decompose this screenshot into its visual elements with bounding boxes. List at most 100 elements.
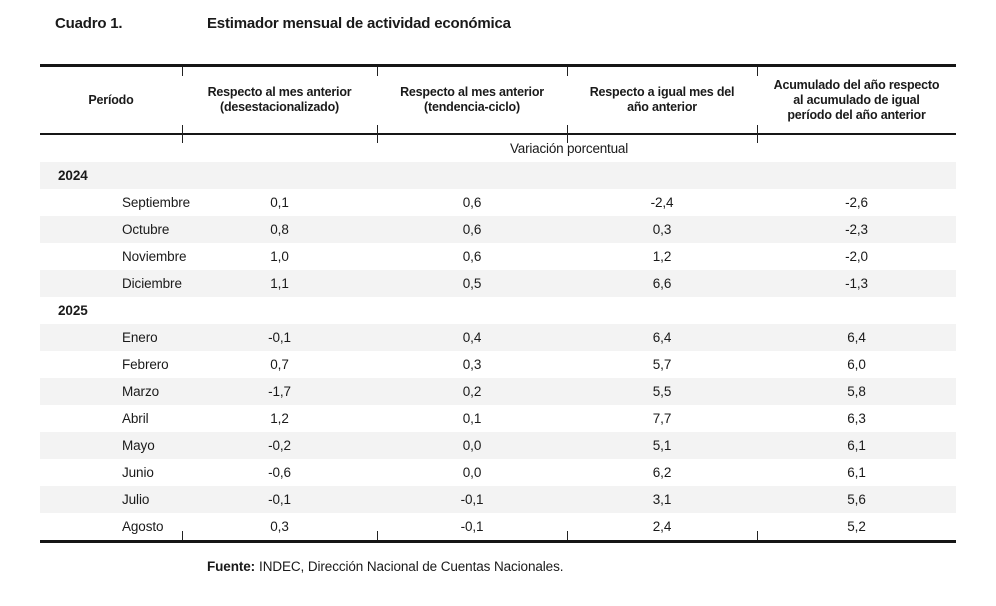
table-top-rule [40,64,956,67]
cell-value: -1,3 [845,276,868,291]
table-row: Septiembre 0,1 0,6 -2,4 -2,6 [40,189,956,216]
cell-value: -0,1 [460,492,484,507]
source-label: Fuente: [207,559,256,574]
table-body: 2024 Septiembre 0,1 0,6 -2,4 -2,6 Octubr… [40,162,956,540]
cell-value: 1,2 [270,411,289,426]
cell-value: -2,0 [845,249,868,264]
cell-value: 0,3 [652,222,672,237]
table-row: Marzo -1,7 0,2 5,5 5,8 [40,378,956,405]
column-header-acumulado: Acumulado del año respecto al acumulado … [757,67,956,133]
activity-table: Período Respecto al mes anterior (desest… [40,64,956,543]
column-header-periodo: Período [40,67,182,133]
column-separator-tick [377,125,378,143]
column-header-line: (desestacionalizado) [220,100,339,114]
column-header-line: año anterior [627,100,697,114]
period-label: Diciembre [122,276,182,291]
table-number: Cuadro 1. [55,15,123,32]
cell-value: 0,3 [270,519,289,534]
cell-value: 3,1 [652,492,672,507]
column-separator-tick [757,531,758,540]
period-label: Noviembre [122,249,187,264]
cell-value: 5,2 [847,519,866,534]
period-label: 2024 [58,168,88,183]
column-header-line: al acumulado de igual [793,92,920,107]
cell-value: -1,7 [268,384,291,399]
period-label: Julio [122,492,150,507]
table-row: Junio -0,6 0,0 6,2 6,1 [40,459,956,486]
period-label: 2025 [58,303,88,318]
column-separator-tick [377,67,378,76]
cell-value: 0,6 [462,195,482,210]
period-label: Mayo [122,438,155,453]
table-row: 2024 [40,162,956,189]
table-row: Julio -0,1 -0,1 3,1 5,6 [40,486,956,513]
cell-value: 6,1 [847,465,866,480]
cell-value: 5,6 [847,492,866,507]
column-header-line: Acumulado del año respecto [773,77,940,92]
header-bottom-rule [40,133,956,135]
period-label: Septiembre [122,195,191,210]
cell-value: 5,7 [652,357,672,372]
cell-value: 2,4 [652,519,672,534]
cell-value: -0,1 [268,330,291,345]
table-row: Mayo -0,2 0,0 5,1 6,1 [40,432,956,459]
table-row: Octubre 0,8 0,6 0,3 -2,3 [40,216,956,243]
column-separator-tick [567,531,568,540]
period-label: Agosto [122,519,164,534]
cell-value: 6,0 [847,357,866,372]
column-header-mes-anterior-tendencia: Respecto al mes anterior (tendencia-cicl… [377,67,567,133]
cell-value: -2,6 [845,195,868,210]
table-row: Noviembre 1,0 0,6 1,2 -2,0 [40,243,956,270]
period-label: Junio [122,465,154,480]
cell-value: 5,8 [847,384,866,399]
cell-value: 7,7 [652,411,672,426]
column-separator-tick [182,67,183,76]
cell-value: 0,1 [462,411,482,426]
source-note: Fuente: INDEC, Dirección Nacional de Cuen… [207,559,563,574]
cell-value: -0,1 [460,519,484,534]
cell-value: 6,4 [652,330,672,345]
cell-value: 0,5 [462,276,482,291]
table-header: Período Respecto al mes anterior (desest… [40,67,956,133]
unit-row: Variación porcentual [40,135,956,162]
column-header-line: Período [88,92,134,107]
table-row: Enero -0,1 0,4 6,4 6,4 [40,324,956,351]
period-label: Octubre [122,222,170,237]
source-text: INDEC, Dirección Nacional de Cuentas Nac… [259,559,564,574]
column-header-line: Respecto a igual mes del [589,85,735,99]
table-row: 2025 [40,297,956,324]
column-header-igual-mes: Respecto a igual mes del año anterior [567,67,757,133]
cell-value: -0,6 [268,465,291,480]
cell-value: 1,0 [270,249,289,264]
table-row: Febrero 0,7 0,3 5,7 6,0 [40,351,956,378]
column-separator-tick [567,125,568,143]
unit-label: Variación porcentual [509,141,629,156]
column-separator-tick [757,67,758,76]
column-separator-tick [757,125,758,143]
cell-value: 6,6 [652,276,672,291]
cell-value: 0,0 [462,438,482,453]
cell-value: 6,4 [847,330,866,345]
table-row: Agosto 0,3 -0,1 2,4 5,2 [40,513,956,540]
cell-value: -0,2 [268,438,291,453]
table-row: Diciembre 1,1 0,5 6,6 -1,3 [40,270,956,297]
cell-value: 0,1 [270,195,289,210]
column-separator-tick [182,125,183,143]
period-label: Febrero [122,357,169,372]
column-separator-tick [182,531,183,540]
column-header-line: (tendencia-ciclo) [424,100,520,114]
cell-value: 0,0 [462,465,482,480]
cell-value: 5,5 [652,384,672,399]
table-row: Abril 1,2 0,1 7,7 6,3 [40,405,956,432]
page-title: Estimador mensual de actividad económica [207,15,511,32]
cell-value: 0,3 [462,357,482,372]
cell-value: 1,2 [652,249,672,264]
column-header-line: Respecto al mes anterior [207,85,352,99]
cell-value: 6,2 [652,465,672,480]
period-label: Marzo [122,384,160,399]
column-separator-tick [567,67,568,76]
cell-value: -2,4 [650,195,674,210]
cell-value: 0,7 [270,357,289,372]
cell-value: 5,1 [652,438,672,453]
column-header-line: Respecto al mes anterior [400,85,544,99]
